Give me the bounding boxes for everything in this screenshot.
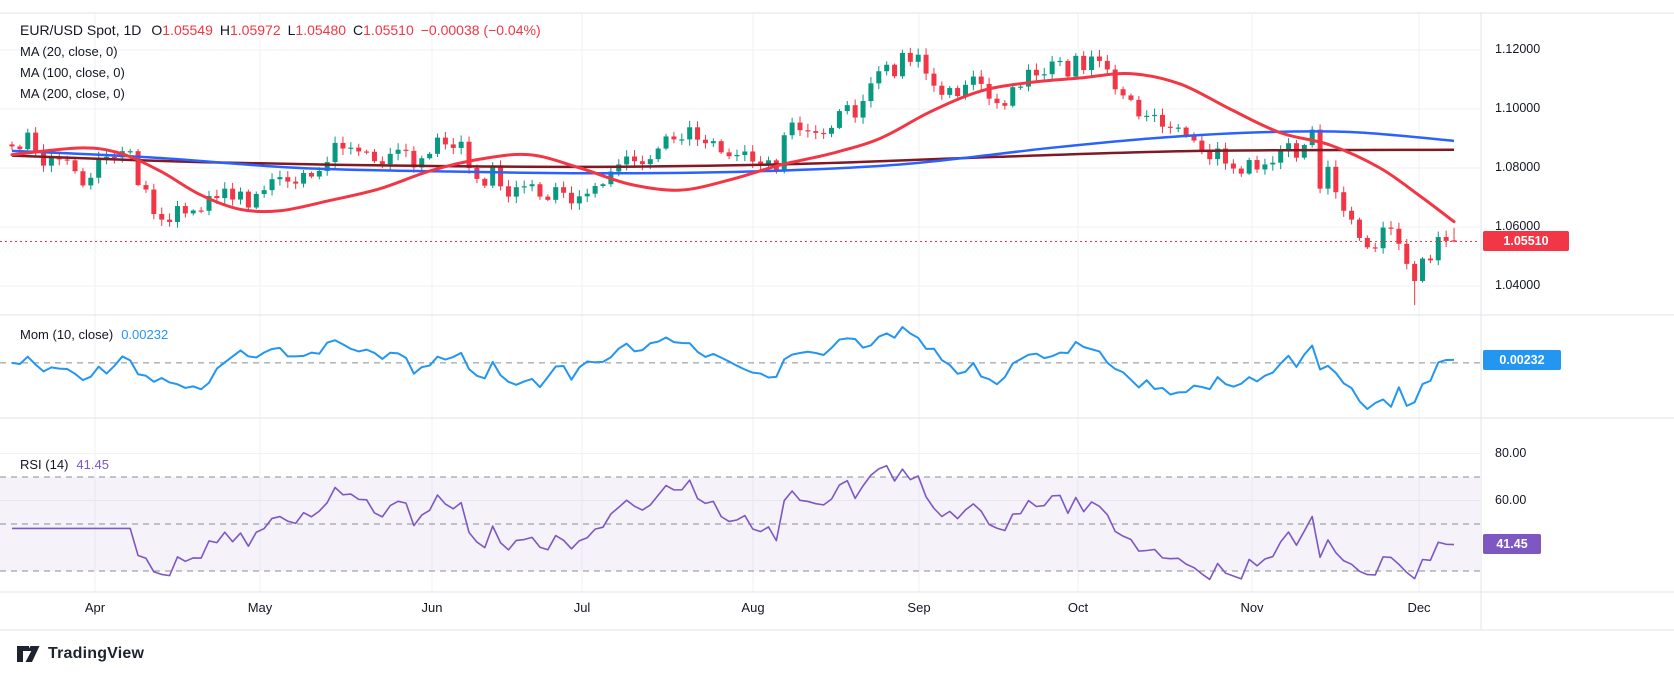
change-value: −0.00038 (−0.04%) [420,22,541,38]
ma200-label: MA (200, close, 0) [20,86,125,101]
momentum-legend-row[interactable]: Mom (10, close) 0.00232 [20,327,168,342]
rsi-value-badge: 41.45 [1483,534,1541,555]
momentum-label: Mom (10, close) [20,327,114,342]
ohlc-segment: L1.05480 [287,22,347,38]
rsi-tick-label: 60.00 [1495,492,1527,507]
ma20-legend-row[interactable]: MA (20, close, 0) [20,41,541,62]
chart-legend: EUR/USD Spot, 1D O1.05549 H1.05972 L1.05480… [20,20,541,104]
ohlc-segment: O1.05549 [151,22,213,38]
tradingview-attribution[interactable]: TradingView [16,644,144,664]
ma20-label: MA (20, close, 0) [20,44,118,59]
momentum-value: 0.00232 [121,327,169,342]
month-label-dec: Dec [1407,600,1431,615]
rsi-legend-row[interactable]: RSI (14) 41.45 [20,457,109,472]
price-tick-label: 1.04000 [1495,278,1541,292]
month-label-jun: Jun [421,600,443,615]
price-tick-label: 1.06000 [1495,219,1541,233]
ma200-legend-row[interactable]: MA (200, close, 0) [20,83,541,104]
ohlc-values: O1.05549 H1.05972 L1.05480 C1.05510 [151,22,420,38]
month-label-jul: Jul [573,600,591,615]
ma100-label: MA (100, close, 0) [20,65,125,80]
month-label-aug: Aug [741,600,765,615]
ohlc-segment: C1.05510 [353,22,414,38]
momentum-value-badge: 0.00232 [1483,349,1561,370]
price-tick-label: 1.08000 [1495,160,1541,174]
tradingview-logo-text: TradingView [48,645,145,662]
month-label-sep: Sep [907,600,931,615]
price-tick-label: 1.12000 [1495,42,1541,56]
symbol-legend-row[interactable]: EUR/USD Spot, 1D O1.05549 H1.05972 L1.05480… [20,20,541,41]
month-label-may: May [247,600,273,615]
price-tick-label: 1.10000 [1495,101,1541,115]
time-axis[interactable]: Apr May Jun Jul Aug Sep Oct Nov Dec [0,592,1674,630]
month-label-nov: Nov [1240,600,1264,615]
symbol-title: EUR/USD Spot, 1D [20,22,142,38]
rsi-label: RSI (14) [20,457,69,472]
price-chart-canvas[interactable] [0,0,1674,640]
month-label-apr: Apr [84,600,106,615]
price-axis[interactable]: 1.05510 0.00232 41.45 1.12000 1.10000 1.08… [1481,13,1674,630]
ohlc-segment: H1.05972 [219,22,281,38]
tradingview-logo-icon [17,646,40,662]
month-label-oct: Oct [1067,600,1089,615]
rsi-value: 41.45 [76,457,109,472]
current-price-badge: 1.05510 [1483,231,1569,252]
rsi-tick-label: 80.00 [1495,445,1527,460]
ma100-legend-row[interactable]: MA (100, close, 0) [20,62,541,83]
